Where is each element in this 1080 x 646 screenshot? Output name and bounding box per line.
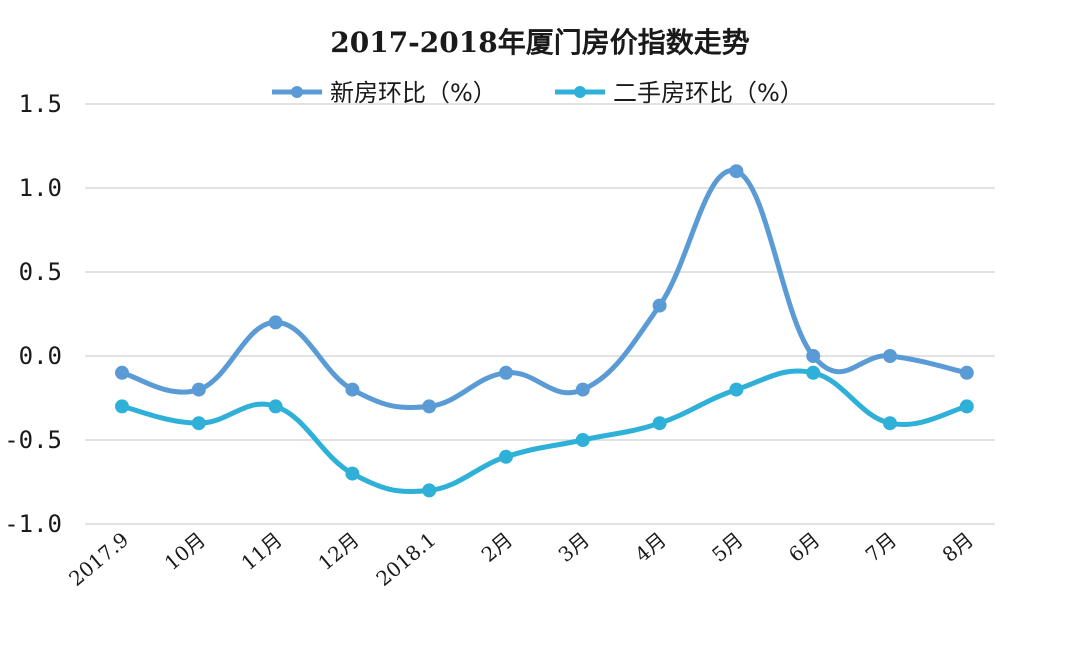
data-point (345, 382, 360, 397)
data-point (499, 365, 513, 380)
data-point (575, 433, 590, 447)
x-tick-label: 2017.9 (64, 527, 133, 590)
data-point (652, 298, 667, 313)
legend-label: 新房环比（%） (330, 79, 497, 107)
data-point (729, 382, 744, 397)
y-tick-label: -1.0 (4, 510, 62, 538)
data-point (959, 365, 974, 380)
data-point (115, 399, 129, 414)
data-point (806, 365, 821, 380)
data-point (268, 315, 283, 330)
data-point (729, 164, 744, 179)
data-point (345, 466, 360, 481)
data-point (191, 382, 206, 397)
data-point (422, 483, 437, 498)
data-point (422, 399, 437, 414)
data-point (115, 365, 129, 380)
series-layer (115, 164, 974, 498)
chart-title: 2017-2018年厦门房价指数走势 (330, 26, 749, 59)
data-point (268, 399, 283, 414)
x-tick-label: 5月 (707, 527, 748, 566)
series-second-hand-house (115, 365, 974, 498)
x-tick-label: 10月 (160, 527, 210, 575)
data-point (883, 349, 897, 363)
x-axis: 2017.9 10月 11月 12月 2018.1 2月 3月 4月 5月 6月 7月 8月 (64, 527, 978, 590)
y-tick-label: 1.0 (19, 174, 62, 202)
x-tick-label: 2月 (477, 527, 518, 566)
series-line (119, 168, 970, 411)
x-tick-label: 4月 (630, 527, 671, 566)
legend: 新房环比（%） 二手房环比（%） (272, 79, 804, 107)
data-point (959, 399, 974, 414)
legend-item-second-hand-house: 二手房环比（%） (555, 79, 804, 107)
data-point (499, 449, 513, 464)
x-tick-label: 7月 (861, 527, 902, 566)
x-tick-label: 8月 (938, 527, 979, 566)
x-tick-label: 11月 (237, 527, 287, 575)
data-point (652, 416, 667, 431)
legend-swatch-marker (291, 86, 303, 98)
x-tick-label: 3月 (554, 527, 595, 566)
data-point (191, 416, 206, 431)
data-point (883, 416, 897, 431)
x-tick-label: 6月 (784, 527, 825, 566)
x-tick-label: 12月 (313, 527, 363, 575)
gridlines (85, 103, 995, 525)
legend-item-new-house: 新房环比（%） (272, 79, 497, 107)
data-point (806, 349, 821, 363)
x-tick-label: 2018.1 (371, 527, 440, 590)
data-point (575, 382, 590, 397)
series-new-house (115, 164, 974, 414)
series-line (119, 368, 970, 495)
legend-label: 二手房环比（%） (613, 79, 804, 107)
y-tick-label: -0.5 (4, 426, 62, 454)
legend-swatch-marker (574, 86, 586, 98)
y-axis: 1.5 1.0 0.5 0.0 -0.5 -1.0 (4, 90, 62, 538)
y-tick-label: 1.5 (19, 90, 62, 118)
y-tick-label: 0.5 (19, 258, 62, 286)
y-tick-label: 0.0 (19, 342, 62, 370)
